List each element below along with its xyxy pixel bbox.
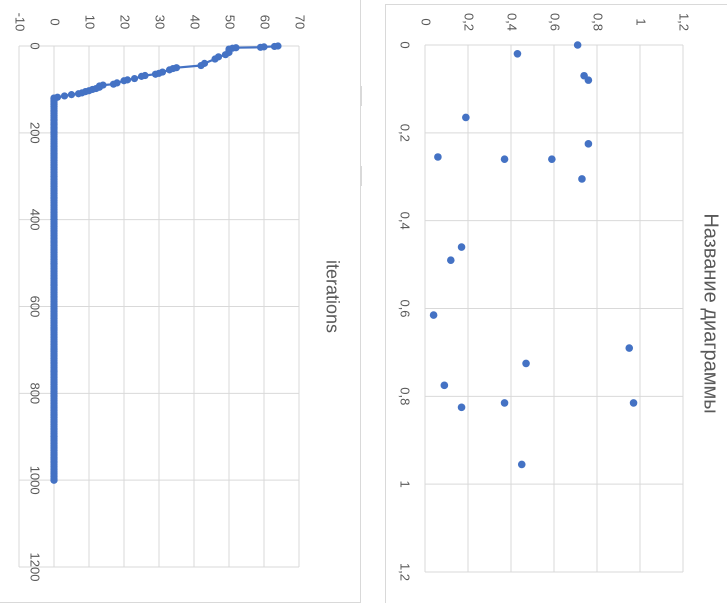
data-point: [165, 66, 174, 74]
data-point: [221, 51, 230, 59]
data-point: [197, 61, 205, 70]
data-point: [457, 243, 466, 251]
sheet-gridline: [361, 86, 362, 106]
data-point: [434, 153, 442, 161]
data-point: [256, 43, 265, 51]
data-point: [60, 92, 69, 100]
sheet-gridline: [361, 166, 362, 186]
data-point: [109, 80, 118, 88]
data-point: [500, 155, 509, 163]
y-tick-label: 0,2: [462, 13, 477, 31]
x-tick-label: 0,6: [398, 299, 413, 317]
y-tick-label: 60: [258, 15, 273, 29]
x-tick-label: 400: [28, 209, 43, 231]
data-point: [457, 403, 466, 412]
data-point: [462, 113, 470, 122]
x-tick-label: 0,2: [398, 124, 413, 142]
data-point: [151, 70, 160, 78]
y-tick-label: 0,8: [591, 13, 606, 31]
y-tick-label: 20: [118, 15, 133, 29]
data-point: [447, 256, 455, 264]
data-point: [584, 76, 593, 84]
y-tick-label: 0: [48, 18, 63, 25]
x-tick-label: 1000: [28, 466, 43, 495]
scatter-chart-title: Название диаграммы: [699, 213, 722, 414]
scatter-chart-panel: [385, 4, 727, 603]
x-tick-label: 1200: [28, 553, 43, 582]
data-point: [120, 77, 128, 85]
data-point: [573, 41, 582, 49]
data-point: [500, 399, 509, 407]
data-point: [548, 155, 556, 163]
x-tick-label: 1,2: [398, 563, 413, 581]
x-tick-label: 0: [398, 41, 413, 48]
data-point: [270, 42, 279, 51]
x-tick-label: 1: [398, 481, 413, 488]
data-point: [50, 476, 58, 484]
y-tick-label: 10: [83, 15, 98, 29]
y-tick-label: 70: [293, 15, 308, 29]
data-point: [522, 359, 530, 368]
data-point: [625, 344, 634, 352]
y-tick-label: 0,4: [505, 13, 520, 31]
y-tick-label: 1: [634, 18, 649, 25]
data-point: [130, 74, 139, 83]
y-tick-label: 40: [188, 15, 203, 29]
data-point: [429, 311, 438, 319]
y-tick-label: 50: [223, 15, 238, 29]
series-line: [52, 44, 279, 481]
data-point: [513, 49, 522, 58]
data-point: [74, 90, 83, 98]
data-point: [578, 175, 586, 183]
y-tick-label: 30: [153, 15, 168, 29]
y-tick-label: 0,6: [548, 13, 563, 31]
data-point: [211, 55, 219, 63]
x-tick-label: 0: [28, 42, 43, 49]
data-point: [67, 91, 76, 99]
iterations-chart-title: iterations: [322, 259, 343, 334]
data-point: [584, 140, 593, 148]
data-point: [517, 460, 526, 469]
data-point: [440, 381, 449, 390]
y-tick-label: -10: [13, 13, 28, 32]
data-point: [629, 399, 638, 407]
x-tick-label: 200: [28, 122, 43, 144]
x-tick-label: 800: [28, 382, 43, 404]
x-tick-label: 0,4: [398, 212, 413, 230]
x-tick-label: 600: [28, 296, 43, 318]
y-tick-label: 1,2: [677, 13, 692, 31]
y-tick-label: 0: [419, 18, 434, 25]
x-tick-label: 0,8: [398, 387, 413, 405]
iterations-chart-panel: [0, 0, 361, 603]
data-point: [137, 72, 146, 80]
